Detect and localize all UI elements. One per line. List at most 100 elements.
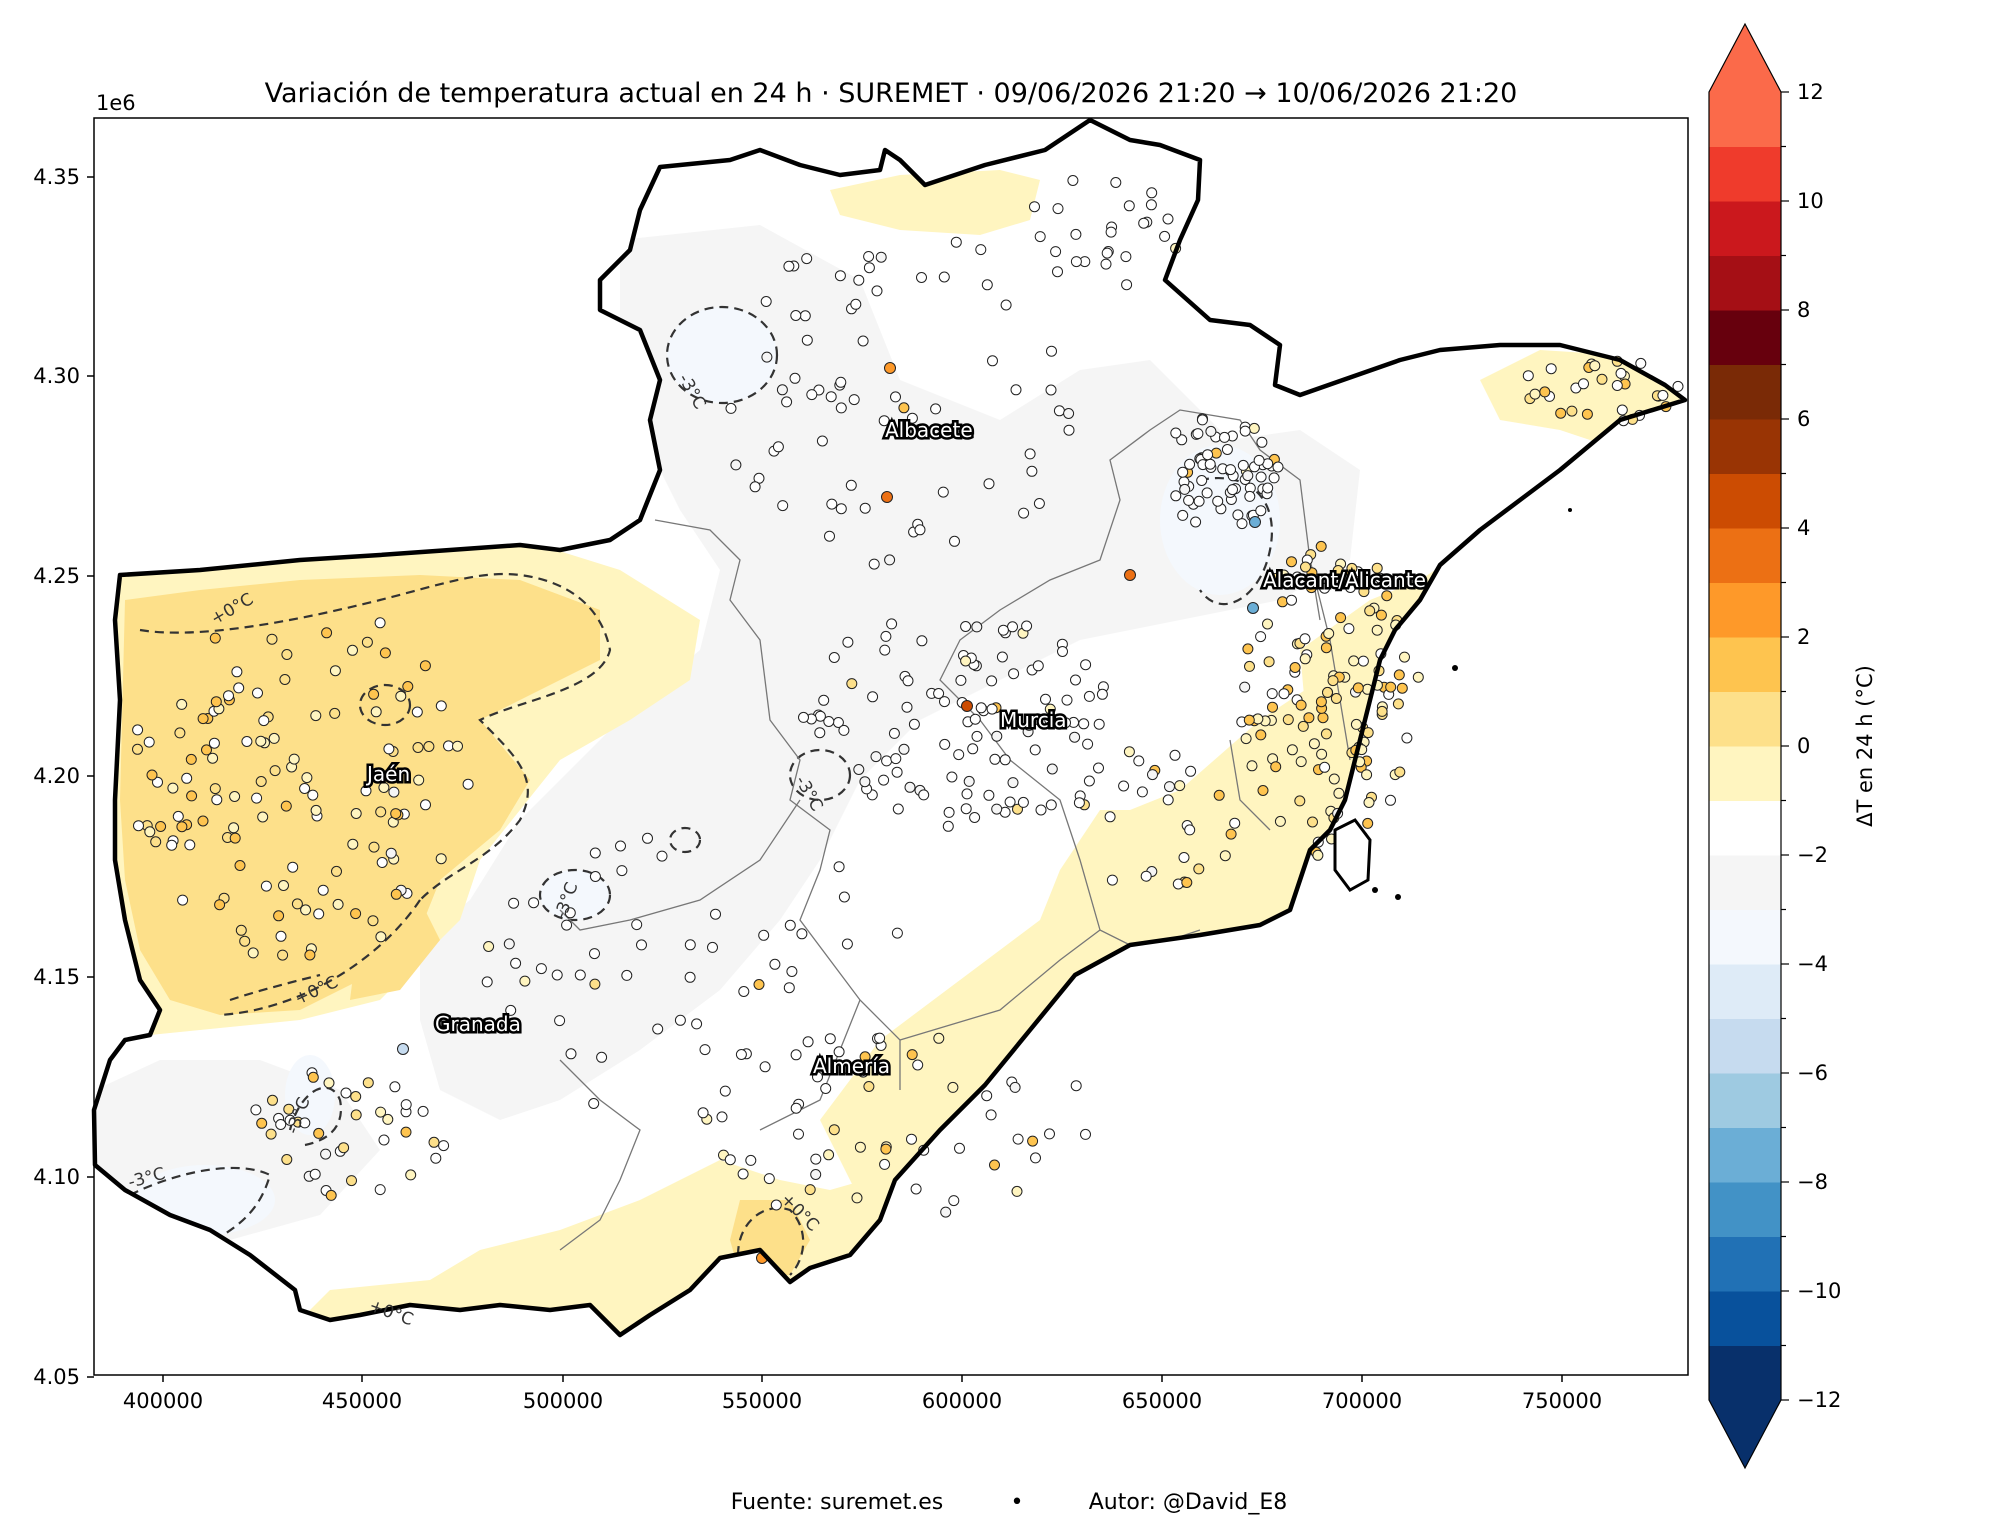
station-marker: [177, 894, 189, 906]
station-marker: [1192, 428, 1204, 440]
station-marker: [561, 919, 573, 931]
station-marker: [798, 711, 809, 723]
station-marker: [857, 335, 869, 347]
x-tick-label: 400000: [123, 1389, 203, 1413]
station-marker: [1169, 749, 1181, 761]
y-axis: 4.35 4.30 4.25 4.20 4.15 4.10 4.05 1e6: [33, 91, 135, 1389]
station-marker: [902, 675, 914, 687]
station-marker: [291, 898, 303, 910]
station-marker: [325, 1189, 337, 1201]
colorbar: 12 10 8 6 4 2 0 −2 −4 −6 −8 −10 −12 ΔT en 24 h (°C): [1708, 22, 1877, 1470]
station-marker: [1247, 602, 1259, 614]
station-marker: [1371, 562, 1383, 574]
station-marker: [851, 1192, 863, 1204]
colorbar-tick-label: −6: [1797, 1061, 1828, 1085]
footer-separator: •: [1011, 1490, 1024, 1515]
colorbar-tick-label: −4: [1797, 952, 1828, 976]
station-marker: [234, 860, 246, 871]
station-marker: [1213, 789, 1225, 801]
station-marker: [950, 236, 962, 248]
station-marker: [443, 740, 454, 752]
station-marker: [1044, 1128, 1055, 1140]
station-marker: [304, 949, 316, 961]
station-marker: [574, 969, 586, 981]
station-marker: [1170, 427, 1182, 439]
station-marker: [150, 836, 162, 848]
colorbar-segment: [1709, 1018, 1781, 1074]
station-marker: [1257, 785, 1269, 796]
station-marker: [413, 774, 425, 786]
station-marker: [417, 1105, 429, 1117]
station-marker: [908, 718, 920, 730]
station-marker: [1100, 258, 1112, 270]
station-marker: [942, 820, 954, 832]
station-marker: [953, 749, 965, 761]
station-marker: [231, 666, 243, 678]
station-marker: [255, 776, 267, 787]
station-marker: [761, 351, 773, 363]
station-marker: [790, 1049, 802, 1061]
station-marker: [1205, 425, 1217, 437]
station-marker: [859, 502, 871, 514]
station-marker: [1133, 755, 1145, 767]
station-marker: [1282, 714, 1294, 726]
station-marker: [257, 811, 269, 823]
station-marker: [1242, 643, 1254, 655]
station-marker: [1040, 693, 1051, 705]
station-marker: [1067, 175, 1079, 186]
station-marker: [1227, 484, 1238, 496]
station-marker: [1399, 651, 1410, 663]
station-marker: [1009, 1081, 1021, 1093]
station-marker: [1374, 572, 1386, 584]
station-marker: [621, 969, 633, 981]
y-tick-label: 4.05: [33, 1365, 80, 1389]
station-marker: [1057, 646, 1068, 657]
station-marker: [368, 688, 380, 700]
station-marker: [738, 986, 750, 997]
station-marker: [300, 904, 312, 916]
station-marker: [1295, 756, 1307, 768]
station-marker: [656, 850, 668, 862]
station-marker: [1330, 693, 1342, 704]
station-marker: [948, 1195, 960, 1207]
station-marker: [1362, 817, 1374, 829]
colorbar-segment: [1709, 691, 1781, 747]
station-marker: [378, 1134, 390, 1146]
station-marker: [378, 782, 390, 793]
station-marker: [1104, 811, 1116, 823]
station-marker: [256, 1117, 268, 1129]
colorbar-segment: [1709, 1236, 1781, 1292]
y-tick-label: 4.30: [33, 364, 80, 388]
station-marker: [969, 812, 981, 823]
station-marker: [564, 907, 576, 919]
station-marker: [867, 691, 879, 703]
station-marker: [152, 776, 163, 788]
station-marker: [1136, 786, 1148, 798]
station-marker: [1124, 569, 1136, 581]
dashed-contours: [129, 305, 1273, 1276]
station-marker: [890, 391, 901, 403]
station-marker: [1012, 1133, 1024, 1145]
station-marker: [863, 1081, 875, 1092]
station-marker: [1204, 458, 1216, 470]
station-marker: [1239, 425, 1251, 437]
station-marker: [301, 772, 313, 784]
station-marker: [1202, 449, 1214, 461]
station-marker: [307, 1071, 319, 1083]
station-marker: [986, 703, 998, 715]
station-marker: [1615, 367, 1627, 379]
station-marker: [1184, 824, 1196, 836]
station-marker: [898, 402, 910, 414]
station-marker: [985, 1109, 997, 1121]
station-marker: [906, 1133, 917, 1145]
colorbar-segment: [1709, 637, 1781, 692]
station-marker: [981, 279, 993, 291]
station-marker: [1159, 230, 1171, 242]
footer: Fuente: suremet.es • Autor: @David_E8: [731, 1490, 1288, 1515]
city-labels: Albacete Alacant/Alicante Murcia Jaén Gr…: [363, 416, 1429, 1081]
station-marker: [1589, 360, 1601, 372]
station-marker: [1221, 444, 1233, 455]
mar-menor: [1333, 818, 1372, 892]
station-marker: [1069, 731, 1081, 743]
station-marker: [1381, 590, 1393, 602]
